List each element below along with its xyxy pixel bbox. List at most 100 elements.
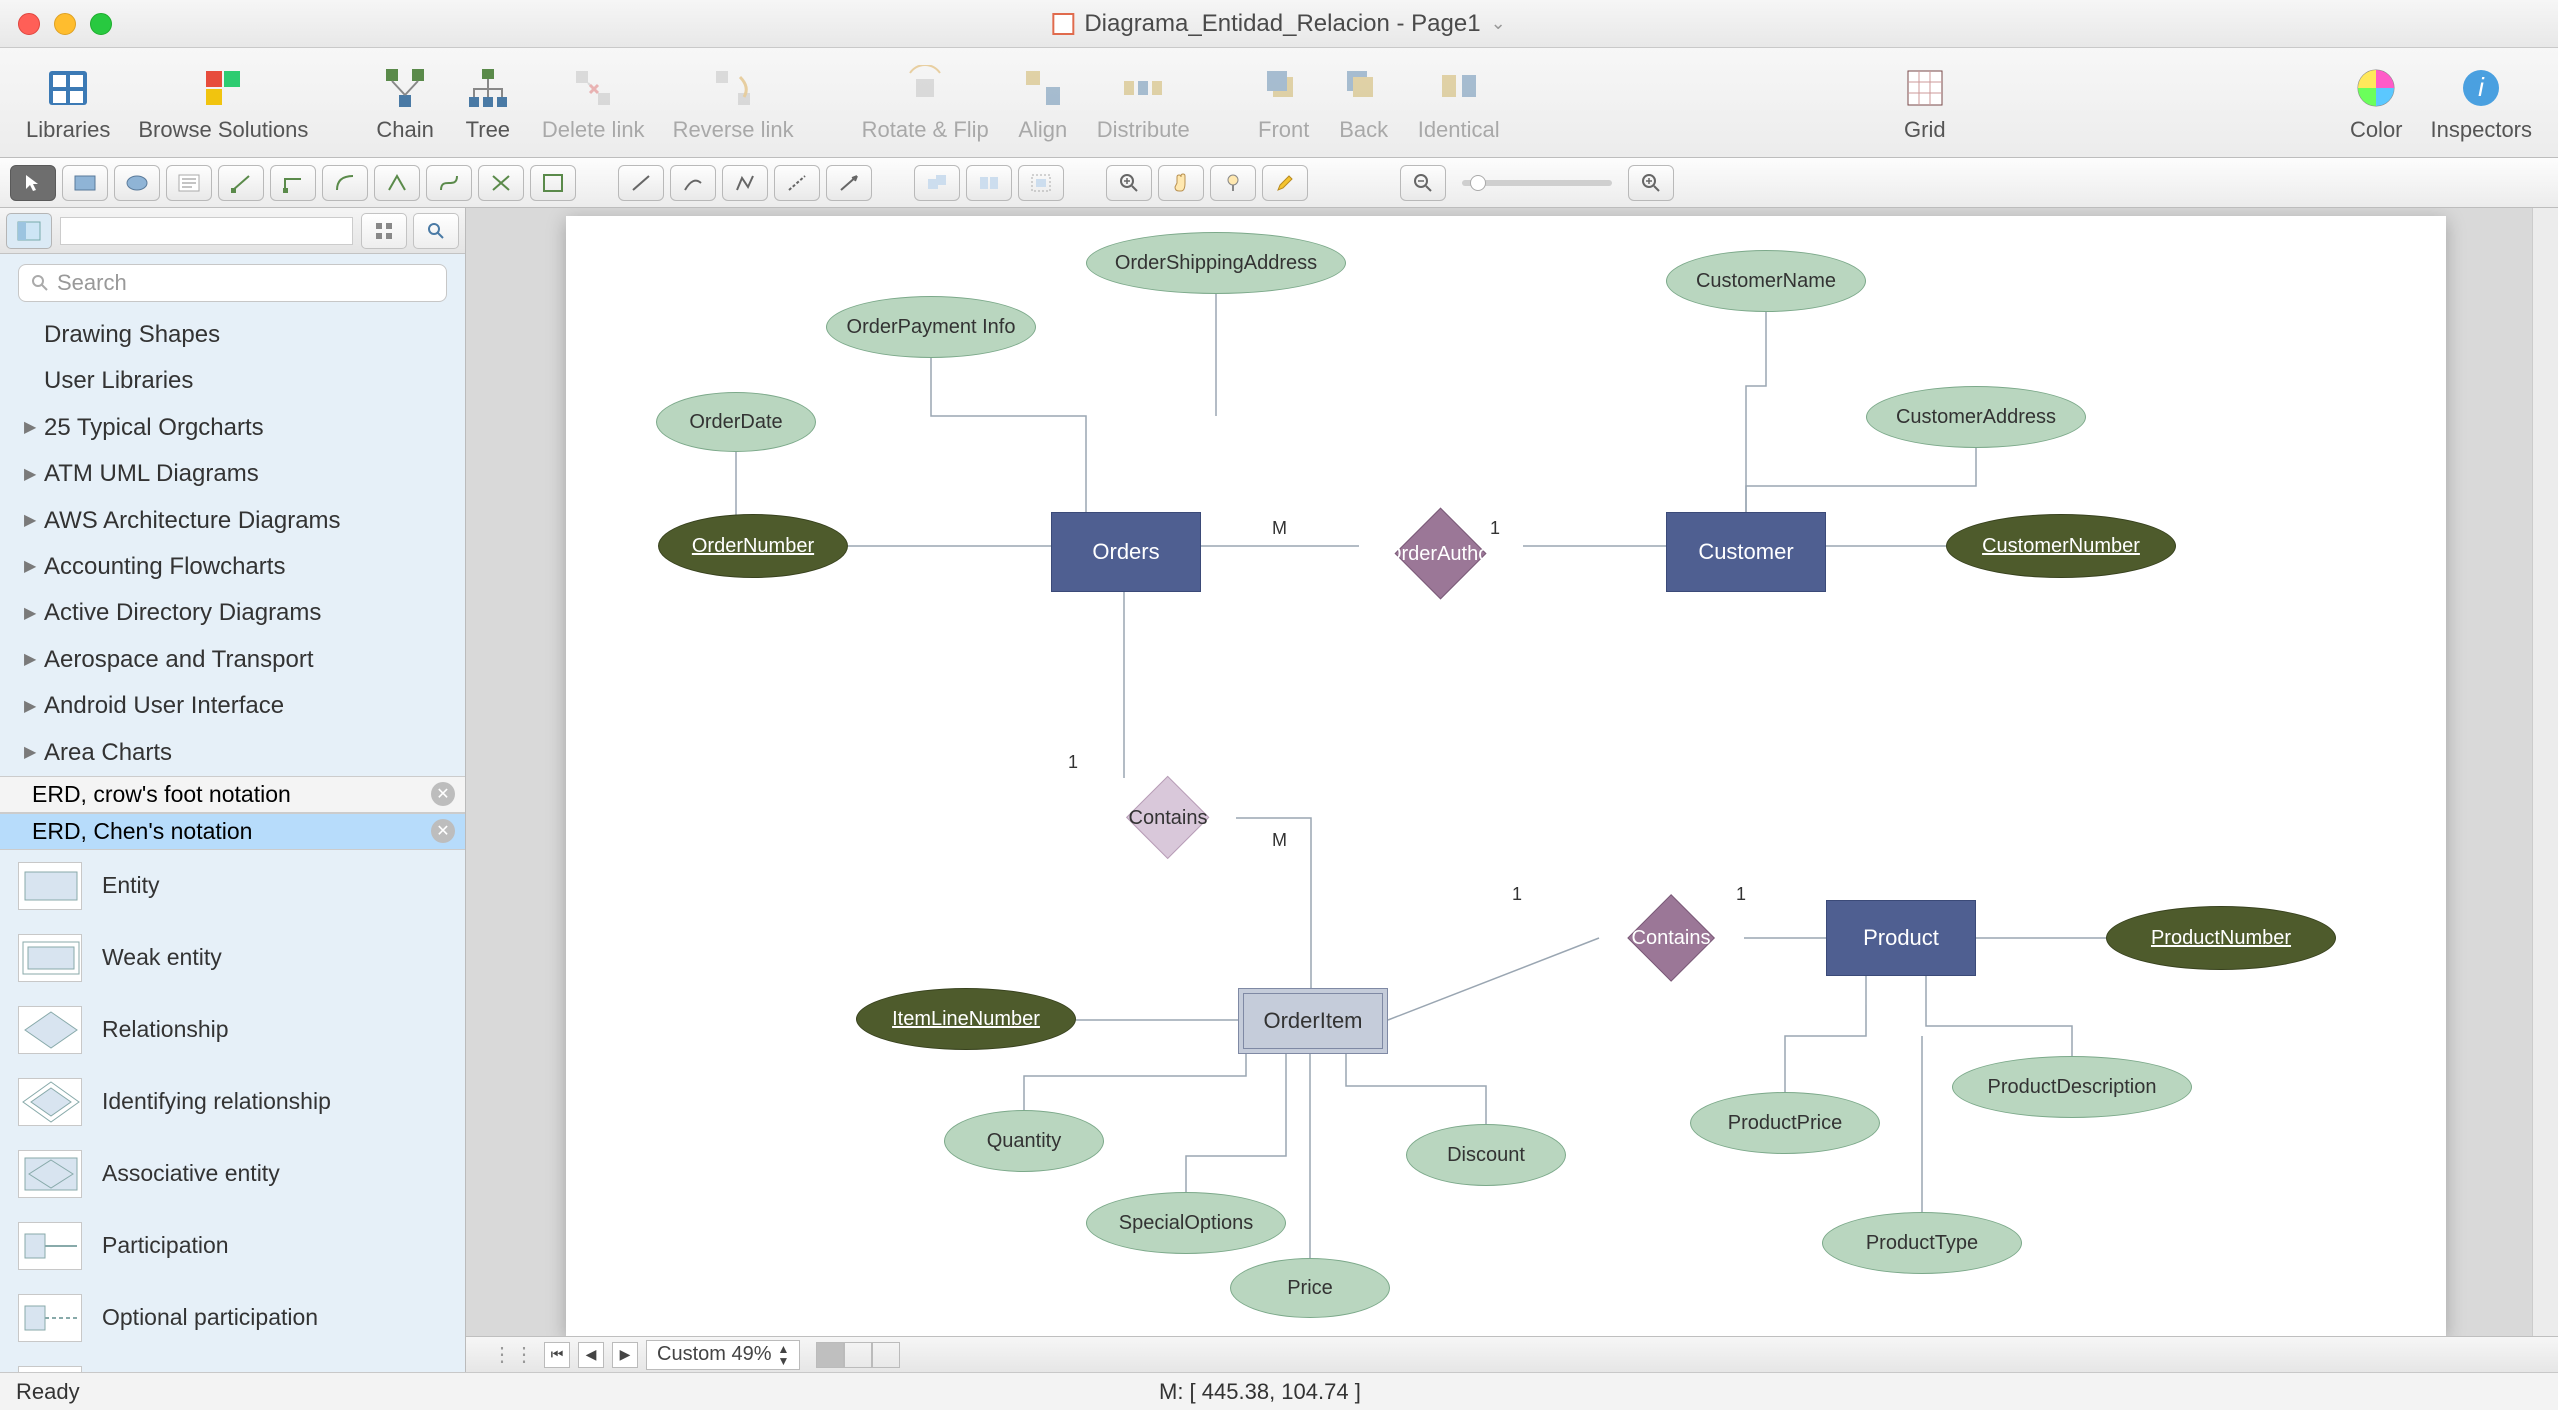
rect-tool[interactable] (62, 165, 108, 201)
distribute-button[interactable]: Distribute (1083, 59, 1204, 147)
library-tree-item[interactable]: ▶AWS Architecture Diagrams (0, 498, 465, 544)
page-tab-2[interactable] (844, 1342, 872, 1368)
zoom-in-button[interactable] (1628, 165, 1674, 201)
search-input[interactable]: Search (18, 264, 447, 302)
connector-tool-4[interactable] (374, 165, 420, 201)
chain-button[interactable]: Chain (362, 59, 447, 147)
er-entity[interactable]: Customer (1666, 512, 1826, 592)
er-attribute[interactable]: Discount (1406, 1124, 1566, 1186)
pan-tool[interactable] (1158, 165, 1204, 201)
zoom-slider[interactable] (1462, 180, 1612, 186)
close-window-button[interactable] (18, 13, 40, 35)
er-attribute[interactable]: CustomerAddress (1866, 386, 2086, 448)
er-attribute[interactable]: ProductPrice (1690, 1092, 1880, 1154)
align-button[interactable]: Align (1003, 59, 1083, 147)
er-attribute[interactable]: CustomerNumber (1946, 514, 2176, 578)
stencil-item[interactable]: Optional participation (0, 1282, 465, 1354)
identical-button[interactable]: Identical (1404, 59, 1514, 147)
stencil-item[interactable]: Participation (0, 1210, 465, 1282)
pointer-tool[interactable] (10, 165, 56, 201)
group-tool-3[interactable] (1018, 165, 1064, 201)
grid-view-button[interactable] (361, 213, 407, 249)
er-attribute[interactable]: ItemLineNumber (856, 988, 1076, 1050)
er-relationship[interactable]: OrderAuthor (1356, 508, 1526, 600)
group-tool-1[interactable] (914, 165, 960, 201)
library-tree-item[interactable]: Drawing Shapes (0, 312, 465, 358)
libraries-button[interactable]: Libraries (12, 59, 124, 147)
open-library-row[interactable]: ERD, crow's foot notation✕ (0, 776, 465, 813)
connector-tool-3[interactable] (322, 165, 368, 201)
zoom-out-button[interactable] (1400, 165, 1446, 201)
line-tool-2[interactable] (670, 165, 716, 201)
er-attribute[interactable]: CustomerName (1666, 250, 1866, 312)
connector-tool-1[interactable] (218, 165, 264, 201)
minimize-window-button[interactable] (54, 13, 76, 35)
front-button[interactable]: Front (1244, 59, 1324, 147)
line-tool-4[interactable] (774, 165, 820, 201)
page[interactable]: Orders Customer OrderItem Product OrderAutho… (566, 216, 2446, 1336)
er-attribute[interactable]: OrderDate (656, 392, 816, 452)
er-attribute[interactable]: OrderNumber (658, 514, 848, 578)
text-tool[interactable] (166, 165, 212, 201)
er-attribute[interactable]: SpecialOptions (1086, 1192, 1286, 1254)
pagebar-handle[interactable]: ⋮⋮ (492, 1342, 536, 1367)
library-tree-item[interactable]: ▶Aerospace and Transport (0, 637, 465, 683)
close-icon[interactable]: ✕ (431, 819, 455, 843)
page-tab-1[interactable] (816, 1342, 844, 1368)
pencil-tool[interactable] (1262, 165, 1308, 201)
er-attribute[interactable]: ProductDescription (1952, 1056, 2192, 1118)
search-view-button[interactable] (413, 213, 459, 249)
connector-tool-6[interactable] (478, 165, 524, 201)
chevron-down-icon[interactable]: ⌄ (1491, 13, 1506, 34)
eyedropper-tool[interactable] (1210, 165, 1256, 201)
connector-tool-5[interactable] (426, 165, 472, 201)
stencil-item[interactable]: Identifying relationship (0, 1066, 465, 1138)
er-attribute[interactable]: ProductNumber (2106, 906, 2336, 970)
er-entity[interactable]: OrderItem (1238, 988, 1388, 1054)
line-tool-1[interactable] (618, 165, 664, 201)
library-tree-item[interactable]: User Libraries (0, 358, 465, 404)
stencil-item[interactable]: Entity (0, 850, 465, 922)
prev-page-button[interactable]: ◀ (578, 1342, 604, 1368)
delete-link-button[interactable]: Delete link (528, 59, 659, 147)
maximize-window-button[interactable] (90, 13, 112, 35)
line-tool-5[interactable] (826, 165, 872, 201)
tree-button[interactable]: Tree (448, 59, 528, 147)
browse-solutions-button[interactable]: Browse Solutions (124, 59, 322, 147)
line-tool-3[interactable] (722, 165, 768, 201)
zoom-select[interactable]: Custom 49% ▲▼ (646, 1340, 800, 1370)
group-tool-2[interactable] (966, 165, 1012, 201)
page-tab-3[interactable] (872, 1342, 900, 1368)
reverse-link-button[interactable]: Reverse link (659, 59, 808, 147)
back-button[interactable]: Back (1324, 59, 1404, 147)
er-attribute[interactable]: Quantity (944, 1110, 1104, 1172)
zoom-in-tool[interactable] (1106, 165, 1152, 201)
vertical-scrollbar[interactable] (2532, 208, 2558, 1336)
first-page-button[interactable]: ⏮ (544, 1342, 570, 1368)
library-tree-item[interactable]: ▶25 Typical Orgcharts (0, 405, 465, 451)
library-tree-item[interactable]: ▶Accounting Flowcharts (0, 544, 465, 590)
canvas-scroll[interactable]: Orders Customer OrderItem Product OrderAutho… (466, 208, 2558, 1336)
er-entity[interactable]: Orders (1051, 512, 1201, 592)
grid-button[interactable]: Grid (1885, 59, 1965, 147)
library-tree-item[interactable]: ▶Active Directory Diagrams (0, 590, 465, 636)
library-tree-item[interactable]: ▶ATM UML Diagrams (0, 451, 465, 497)
library-tree-item[interactable]: ▶Android User Interface (0, 683, 465, 729)
connector-tool-2[interactable] (270, 165, 316, 201)
stencil-item[interactable]: Weak entity (0, 922, 465, 994)
library-tree-item[interactable]: ▶Area Charts (0, 730, 465, 776)
close-icon[interactable]: ✕ (431, 782, 455, 806)
color-button[interactable]: Color (2336, 59, 2417, 147)
er-relationship[interactable]: Contains (1098, 776, 1238, 860)
next-page-button[interactable]: ▶ (612, 1342, 638, 1368)
inspectors-button[interactable]: i Inspectors (2417, 59, 2547, 147)
stencil-item[interactable]: Recursive relationship (0, 1354, 465, 1372)
open-library-row[interactable]: ERD, Chen's notation✕ (0, 813, 465, 850)
panel-toggle-button[interactable] (6, 213, 52, 249)
stencil-item[interactable]: Relationship (0, 994, 465, 1066)
connector-tool-7[interactable] (530, 165, 576, 201)
er-attribute[interactable]: ProductType (1822, 1212, 2022, 1274)
er-attribute[interactable]: Price (1230, 1258, 1390, 1318)
rotate-flip-button[interactable]: Rotate & Flip (848, 59, 1003, 147)
er-entity[interactable]: Product (1826, 900, 1976, 976)
